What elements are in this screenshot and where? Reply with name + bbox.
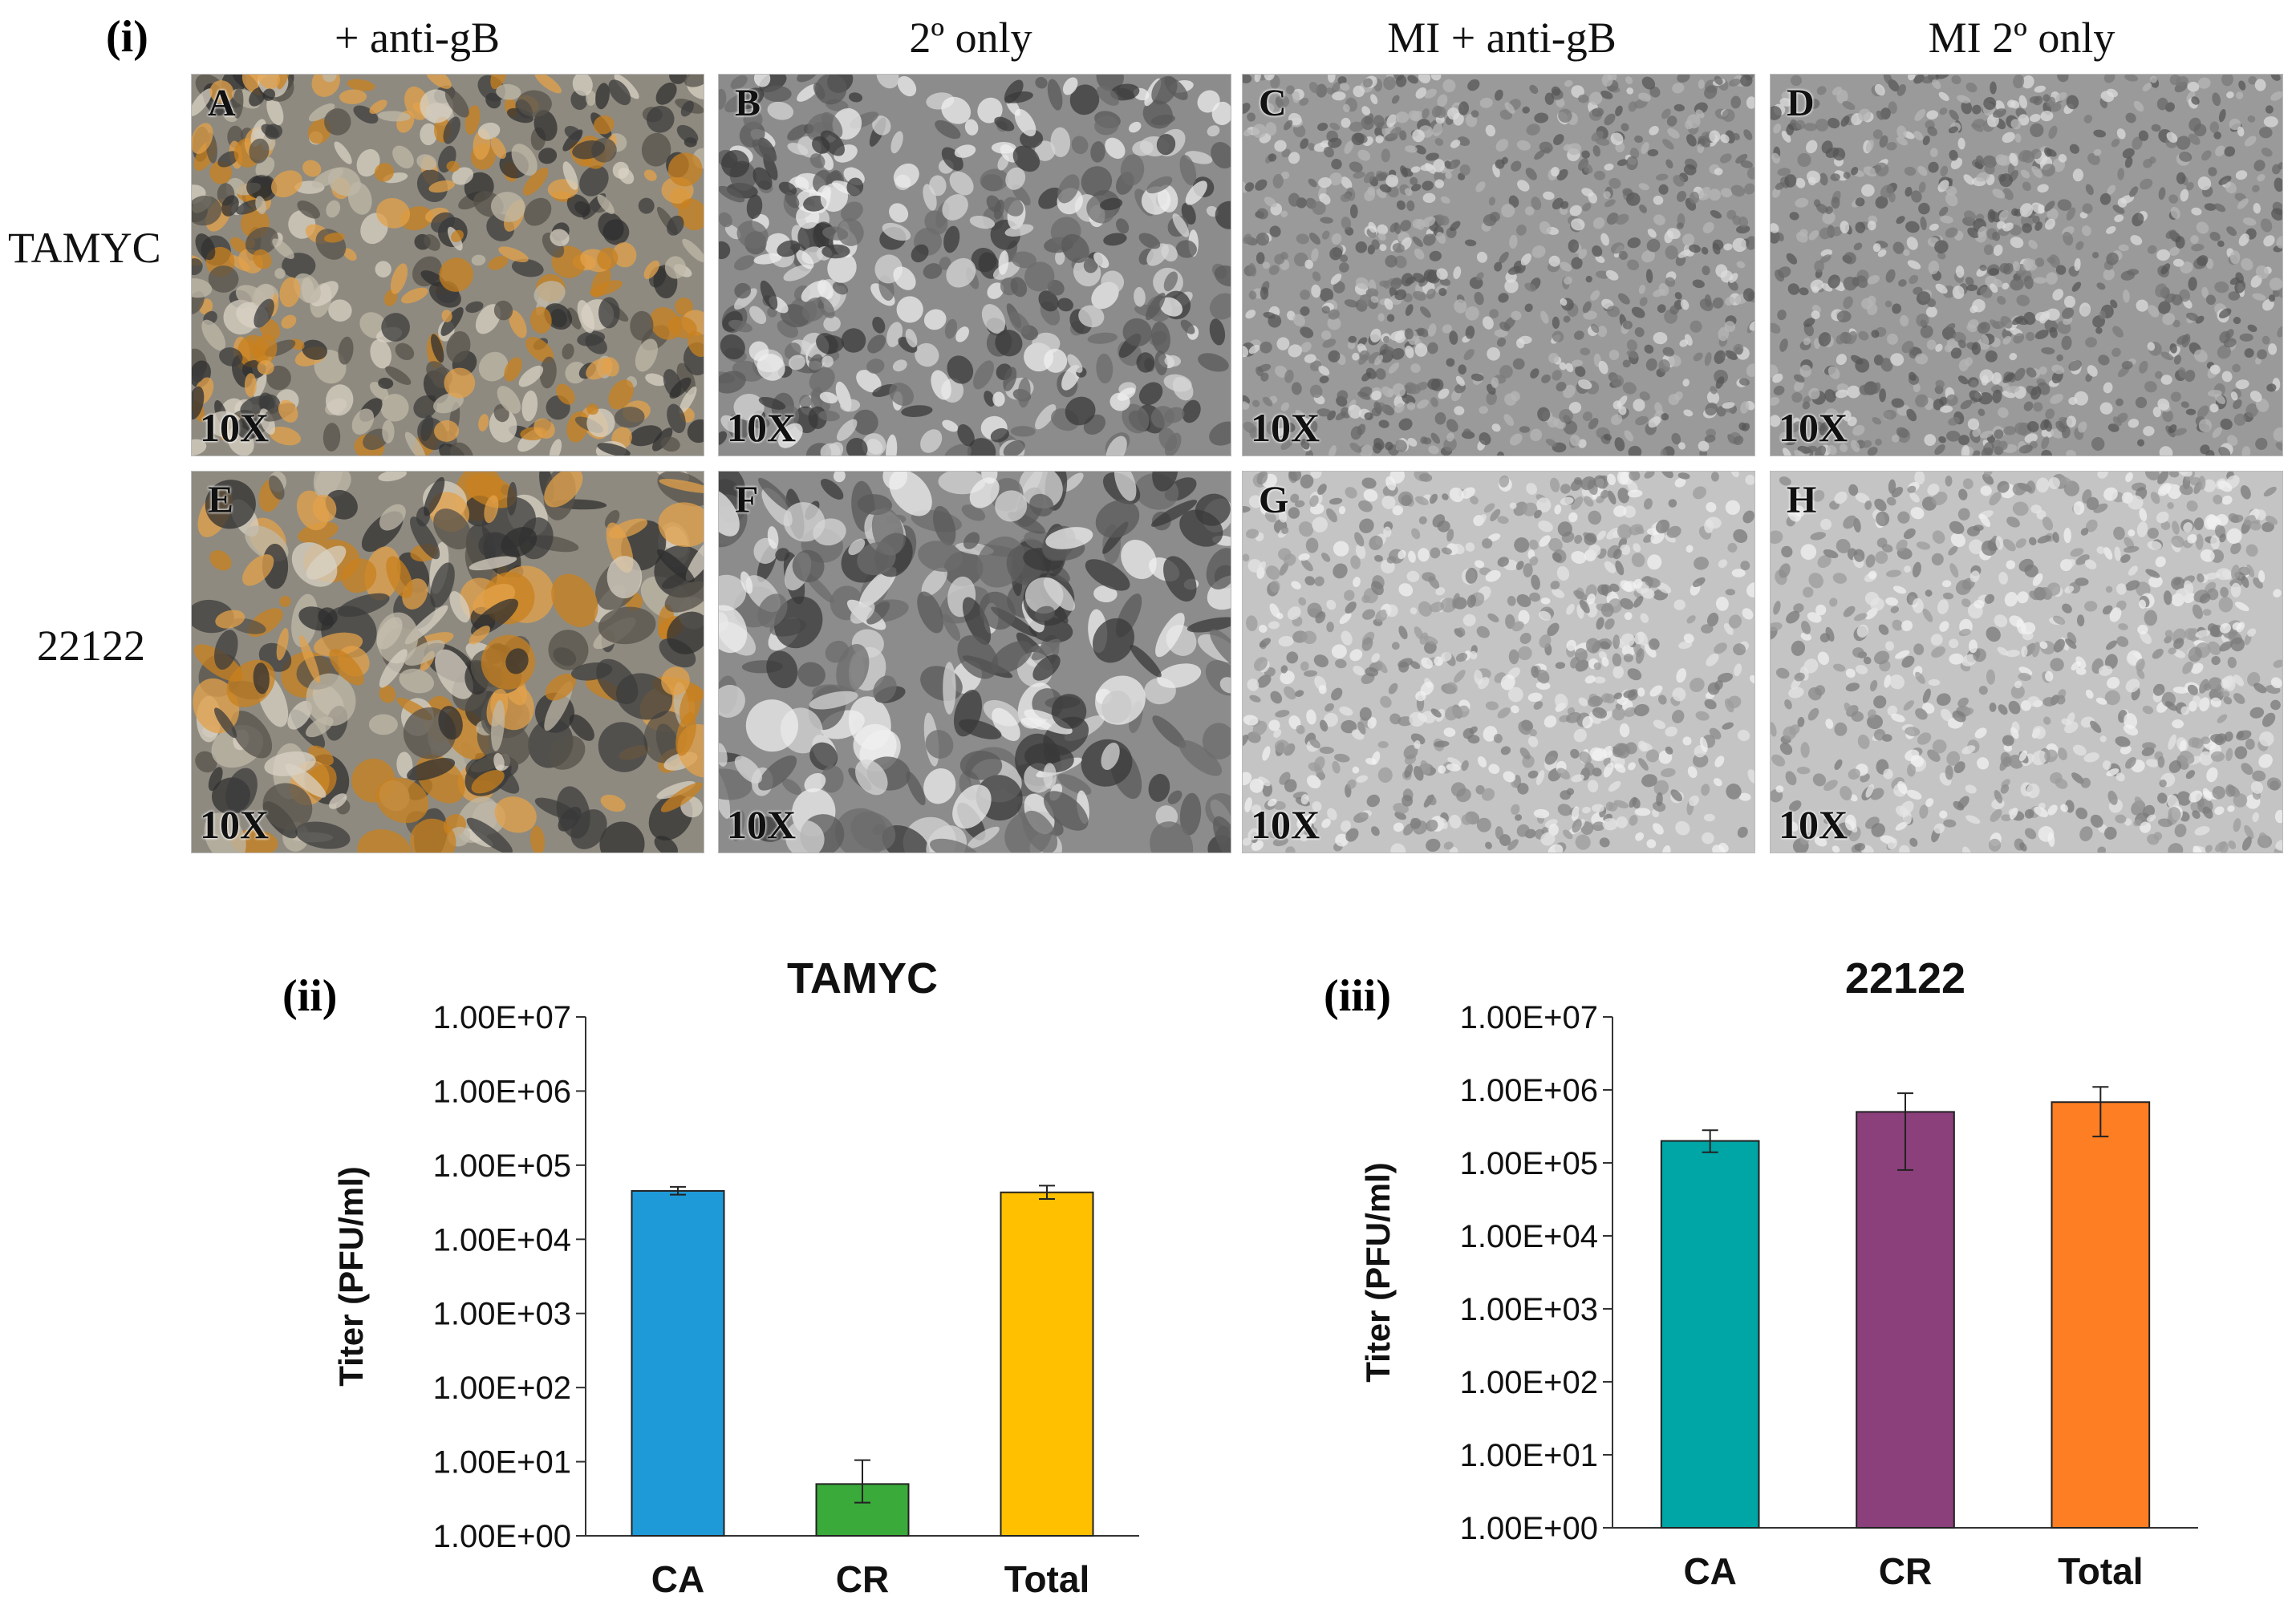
y-tick-label: 1.00E+02	[433, 1371, 571, 1406]
magnification-label: 10X	[1779, 802, 1848, 847]
micrograph-panel-b: B 10X	[718, 74, 1231, 456]
micrograph-panel-f: F 10X	[718, 471, 1231, 853]
y-tick-label: 1.00E+01	[1460, 1438, 1598, 1473]
y-tick-label: 1.00E+06	[1460, 1073, 1598, 1108]
micrograph-letter: C	[1259, 82, 1287, 124]
y-tick-label: 1.00E+07	[433, 1000, 571, 1035]
magnification-label: 10X	[727, 802, 797, 847]
x-tick-label-total: Total	[2058, 1550, 2143, 1592]
y-tick-label: 1.00E+01	[433, 1445, 571, 1480]
y-axis-label: Titer (PFU/ml)	[332, 1166, 370, 1387]
bar-total	[2051, 1101, 2151, 1529]
y-tick-label: 1.00E+00	[433, 1519, 571, 1554]
column-header-anti-gb: + anti-gB	[335, 14, 500, 62]
bar-total	[1000, 1191, 1094, 1537]
y-tick-label: 1.00E+07	[1460, 1000, 1598, 1035]
chart-22122: 22122 Titer (PFU/ml) 1.00E+00 1.00E+01 1.00E…	[1359, 954, 2198, 1592]
chart-title: TAMYC	[787, 954, 938, 1002]
column-header-mi-anti-gb: MI + anti-gB	[1387, 14, 1617, 62]
micrograph-letter: B	[735, 82, 761, 124]
panel-label-i: (i)	[106, 12, 148, 62]
magnification-label: 10X	[727, 405, 797, 450]
y-tick-label: 1.00E+00	[1460, 1511, 1598, 1546]
x-tick-label-cr: CR	[1879, 1550, 1932, 1592]
y-tick-label: 1.00E+04	[433, 1222, 571, 1258]
micrograph-panel-c: C 10X	[1242, 74, 1755, 456]
micrograph-letter: G	[1259, 479, 1289, 521]
micrograph-letter: H	[1787, 479, 1817, 521]
chart-title: 22122	[1845, 954, 1965, 1002]
chart-tamyc: TAMYC Titer (PFU/ml) 1.00E+00 1.00E+01 1.00E…	[332, 954, 1139, 1600]
x-tick-label-cr: CR	[836, 1558, 889, 1600]
y-axis-label: Titer (PFU/ml)	[1359, 1162, 1397, 1383]
column-header-mi-secondary-only: MI 2º only	[1928, 14, 2115, 62]
magnification-label: 10X	[1251, 405, 1320, 450]
x-tick-label-total: Total	[1004, 1558, 1089, 1600]
panel-label-iii: (iii)	[1324, 971, 1391, 1021]
micrograph-letter: D	[1787, 82, 1815, 124]
bar-cr	[1856, 1111, 1955, 1529]
micrograph-letter: A	[208, 82, 236, 124]
micrograph-letter: F	[735, 479, 759, 521]
panel-label-ii: (ii)	[282, 971, 338, 1021]
bar-ca	[631, 1189, 725, 1537]
row-label-22122: 22122	[37, 622, 145, 670]
micrograph-letter: E	[208, 479, 234, 521]
micrograph-panel-h: H 10X	[1770, 471, 2283, 853]
magnification-label: 10X	[1779, 405, 1848, 450]
magnification-label: 10X	[200, 802, 270, 847]
micrograph-panel-g: G 10X	[1242, 471, 1755, 853]
magnification-label: 10X	[1251, 802, 1320, 847]
micrograph-panel-e: E 10X	[191, 471, 704, 853]
y-tick-label: 1.00E+02	[1460, 1365, 1598, 1400]
y-tick-label: 1.00E+05	[433, 1148, 571, 1184]
micrograph-panel-d: D 10X	[1770, 74, 2283, 456]
bar-ca	[1660, 1140, 1760, 1529]
y-tick-label: 1.00E+03	[1460, 1292, 1598, 1327]
y-tick-label: 1.00E+03	[433, 1297, 571, 1332]
row-label-tamyc: TAMYC	[8, 224, 161, 272]
column-header-secondary-only: 2º only	[909, 14, 1032, 62]
x-tick-label-ca: CA	[1683, 1550, 1736, 1592]
y-tick-label: 1.00E+06	[433, 1074, 571, 1109]
x-tick-label-ca: CA	[651, 1558, 704, 1600]
y-tick-label: 1.00E+04	[1460, 1219, 1598, 1254]
micrograph-panel-a: A 10X	[191, 74, 704, 456]
magnification-label: 10X	[200, 405, 270, 450]
y-tick-label: 1.00E+05	[1460, 1146, 1598, 1181]
